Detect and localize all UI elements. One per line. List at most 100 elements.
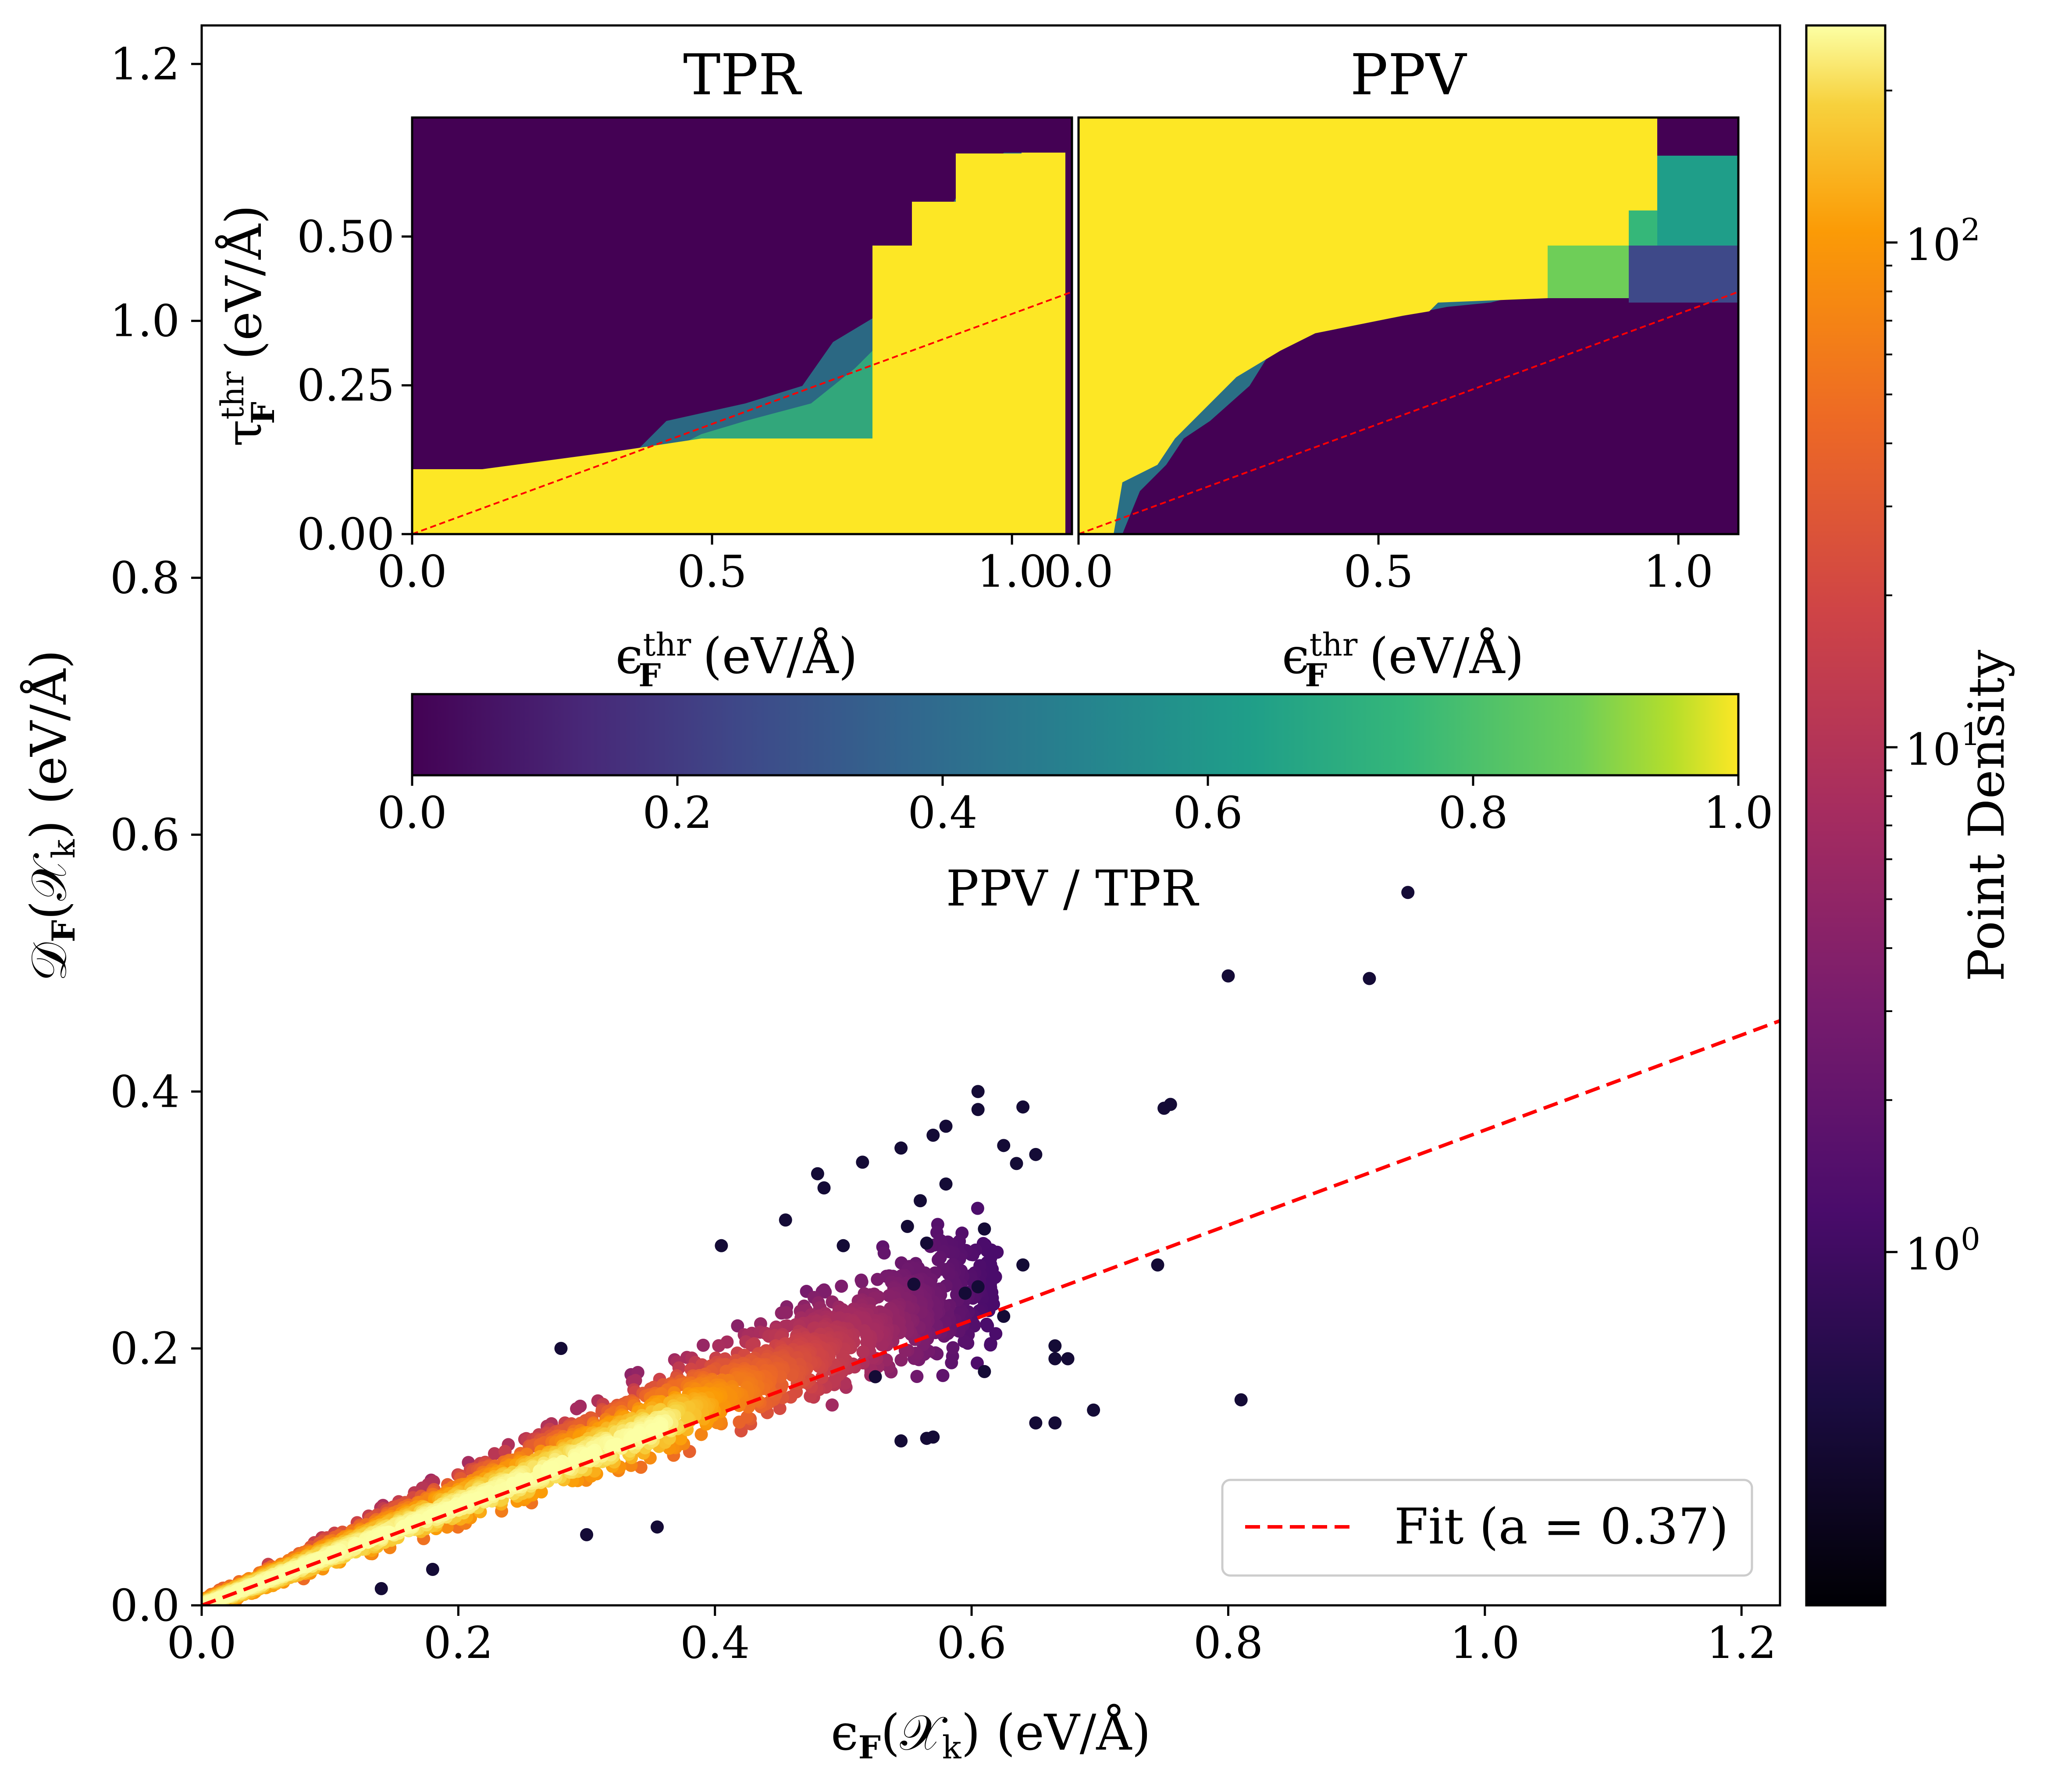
cluster-point [936,1369,950,1382]
outlier-point [997,1309,1011,1323]
inset-y-tick-label: 0.25 [297,360,395,411]
outlier-point [926,1128,940,1142]
main-y-tick-label: 1.2 [110,39,180,90]
cluster-point [826,1398,839,1412]
inset-y-tick-label: 0.00 [297,509,395,560]
colorbar-tick-label: 1.0 [1703,787,1773,838]
cluster-point [579,1449,593,1462]
colorbar-tick-label: 0.4 [908,787,977,838]
legend: Fit (a = 0.37) [1221,1479,1753,1577]
cluster-point [733,1415,746,1429]
outlier-point [901,1219,914,1233]
colorbar-tick-label: 0.6 [1173,787,1242,838]
outlier-point [971,1280,985,1294]
cluster-point [396,1519,410,1533]
outlier-point [856,1155,869,1169]
cluster-point [731,1319,744,1333]
outlier-point [907,1277,921,1291]
outlier-point [1016,1100,1030,1114]
tpr-y-axis-label: τthrF (eV/Å) [214,205,281,447]
ppv-x-ticks: 0.0 0.5 1.0 [1043,534,1713,597]
main-x-tick-label: 1.2 [1707,1617,1777,1668]
outlier-point [1087,1403,1100,1417]
outlier-point [971,1103,985,1116]
outlier-point [426,1562,439,1576]
fit-line [202,1019,1780,1605]
colorbar-tick-label: 0.2 [642,787,712,838]
outlier-point [1048,1416,1062,1430]
outlier-point [958,1287,972,1300]
cluster-point [856,1345,870,1358]
main-y-tick-label: 0.2 [110,1323,180,1374]
ppv-title: PPV [1350,43,1467,108]
cluster-point [984,1338,997,1352]
cluster-point [877,1246,891,1260]
outlier-point [869,1370,882,1383]
outlier-point [837,1239,850,1252]
main-x-tick-label: 0.8 [1193,1617,1263,1668]
outlier-point [978,1222,991,1236]
outlier-points [374,886,1415,1595]
cluster-point [835,1280,848,1293]
density-cluster [202,1201,1004,1605]
outlier-point [1151,1258,1164,1272]
tpr-title: TPR [683,43,802,108]
cluster-point [871,1273,884,1286]
main-x-tick-label: 0.4 [680,1617,750,1668]
cluster-point [983,1278,997,1291]
cluster-point [605,1439,619,1452]
ppv-tpr-colorbar-label: PPV / TPR [946,860,1200,917]
cluster-point [980,1317,993,1331]
outlier-point [1016,1258,1030,1272]
inset-ppv-heatmap: PPV [1077,43,1740,535]
outlier-point [554,1342,568,1355]
outlier-point [926,1430,940,1444]
inset-x-tick-label: 1.0 [1644,546,1713,597]
main-y-tick-label: 0.6 [110,809,180,860]
ppv-fit-line [1078,291,1739,535]
main-x-axis-label: ϵF(𝒳k) (eV/Å) [831,1704,1151,1766]
ppv-x-axis-label: ϵthr F (eV/Å) [1282,626,1524,694]
cluster-point [958,1335,971,1348]
main-y-axis-label: 𝒟F(𝒳k) (eV/Å) [20,650,82,982]
cluster-point [697,1338,710,1352]
cluster-point [320,1550,333,1564]
tpr-x-ticks: 0.0 0.5 1.0 [377,534,1047,597]
outlier-point [1061,1352,1075,1365]
outlier-point [580,1528,594,1541]
cluster-point [212,1592,225,1605]
cluster-point [819,1285,832,1299]
density-tick-label: 100 [1905,1221,1980,1280]
outlier-point [1234,1393,1248,1407]
cluster-point [674,1432,687,1446]
ppv-tpr-colorbar-ticks: 0.0 0.2 0.4 0.6 0.8 1.0 [377,775,1773,838]
inset-x-tick-label: 0.0 [1043,546,1113,597]
main-y-tick-label: 1.0 [110,296,180,347]
main-y-tick-label: 0.0 [110,1580,180,1631]
main-axes-frame [200,24,1781,1607]
cluster-point [910,1370,924,1383]
cluster-point [544,1463,558,1477]
inset-x-tick-label: 0.5 [1344,546,1413,597]
inset-tpr-heatmap: TPR [411,43,1073,535]
outlier-point [1029,1416,1043,1430]
cluster-point [568,1452,582,1465]
outlier-point [817,1181,831,1194]
cluster-point [883,1289,896,1302]
main-x-tick-label: 0.0 [167,1617,236,1668]
main-y-tick-label: 0.8 [110,553,180,604]
outlier-point [914,1194,927,1208]
point-density-label: Point Density [1958,650,2015,982]
tpr-x-axis-label: ϵthr F (eV/Å) [616,626,858,694]
outlier-point [939,1119,953,1133]
outlier-point [894,1434,908,1448]
outlier-point [715,1239,728,1252]
inset-x-tick-label: 1.0 [977,546,1047,597]
cluster-point [629,1428,643,1442]
cluster-point [231,1584,245,1598]
cluster-point [680,1411,694,1425]
outlier-point [779,1213,792,1227]
main-x-tick-label: 0.2 [424,1617,493,1668]
colorbar-tick-label: 0.8 [1438,787,1508,838]
cluster-point [634,1461,648,1474]
